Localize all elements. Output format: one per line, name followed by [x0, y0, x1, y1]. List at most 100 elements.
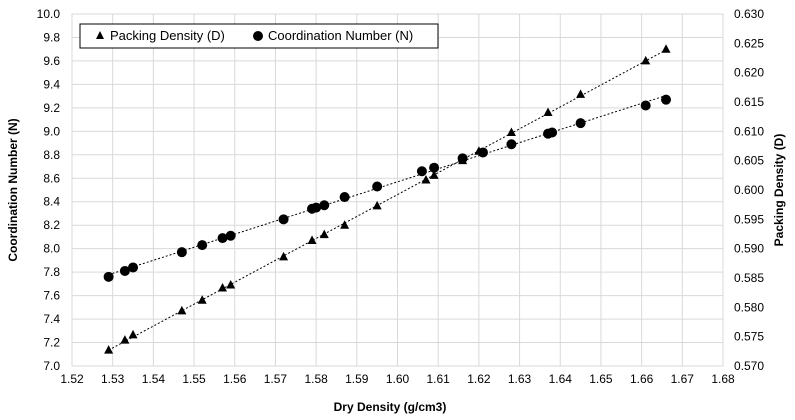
right-y-tick-label: 0.620	[734, 66, 764, 80]
left-y-tick-label: 7.6	[43, 289, 60, 303]
left-y-tick-label: 8.4	[43, 195, 60, 209]
x-tick-label: 1.64	[549, 372, 573, 386]
right-y-tick-label: 0.625	[734, 36, 764, 50]
x-tick-label: 1.61	[427, 372, 451, 386]
x-tick-label: 1.56	[223, 372, 247, 386]
legend-label-packing-density: Packing Density (D)	[110, 28, 225, 43]
x-tick-label: 1.59	[345, 372, 369, 386]
packing-density-point	[104, 345, 114, 354]
packing-density-point	[226, 280, 236, 289]
right-y-axis-tick-labels: 0.570 0.575 0.580 0.585 0.590 0.595 0.600 0.605…	[734, 7, 764, 373]
packing-density-point	[421, 175, 431, 184]
plot-area-frame	[71, 13, 724, 367]
right-y-axis-title: Packing Density (D)	[772, 134, 786, 247]
coordination-number-point	[477, 147, 488, 158]
right-y-tick-label: 0.570	[734, 359, 764, 373]
coordination-number-point	[217, 233, 228, 244]
right-y-tick-label: 0.580	[734, 300, 764, 314]
coordination-number-point	[278, 214, 289, 225]
left-y-tick-label: 8.2	[43, 218, 60, 232]
packing-density-point	[576, 89, 586, 98]
coordination-number-point	[119, 265, 130, 276]
left-y-tick-label: 9.0	[43, 124, 60, 138]
packing-density-point	[429, 170, 439, 179]
left-y-tick-label: 9.4	[43, 77, 60, 91]
left-y-tick-label: 8.6	[43, 171, 60, 185]
coordination-number-point	[547, 127, 558, 138]
packing-density-point	[506, 127, 516, 137]
right-y-tick-label: 0.575	[734, 330, 764, 344]
coordination-number-point	[176, 247, 187, 258]
coordination-number-point	[661, 94, 672, 105]
right-y-tick-label: 0.585	[734, 271, 764, 285]
legend: Packing Density (D) Coordination Number …	[79, 23, 439, 49]
packing-density-point	[307, 235, 317, 244]
left-y-tick-label: 7.2	[43, 336, 60, 350]
packing-density-point	[641, 55, 651, 65]
gridlines	[71, 13, 724, 367]
left-y-tick-label: 9.8	[43, 30, 60, 44]
coordination-number-point	[506, 139, 517, 150]
packing-density-point	[197, 295, 207, 304]
coordination-number-point	[311, 202, 322, 213]
x-tick-label: 1.67	[671, 372, 695, 386]
x-tick-label: 1.63	[508, 372, 532, 386]
coordination-number-point	[575, 118, 586, 129]
coordination-number-point	[103, 271, 114, 282]
coordination-number-point	[372, 181, 383, 192]
left-y-axis-title: Coordination Number (N)	[6, 118, 20, 261]
coordination-number-point	[197, 240, 208, 251]
x-tick-label: 1.58	[304, 372, 328, 386]
right-y-tick-label: 0.595	[734, 212, 764, 226]
coordination-number-point	[128, 262, 139, 273]
left-y-tick-label: 8.0	[43, 242, 60, 256]
coordination-number-point	[339, 192, 350, 203]
x-tick-label: 1.68	[711, 372, 735, 386]
coordination-number-point	[429, 162, 440, 173]
right-y-tick-label: 0.630	[734, 7, 764, 21]
left-y-tick-label: 7.0	[43, 359, 60, 373]
packing-density-point	[218, 282, 228, 292]
packing-density-point	[177, 305, 187, 315]
packing-density-point	[120, 335, 130, 344]
packing-density-point	[128, 329, 138, 339]
right-y-tick-label: 0.590	[734, 242, 764, 256]
coordination-number-point	[640, 100, 651, 111]
x-axis-tick-labels: 1.52 1.53 1.54 1.55 1.56 1.57 1.58 1.59 1.60 1.61…	[60, 372, 735, 386]
coordination-number-point	[319, 200, 330, 211]
data-markers	[103, 44, 672, 354]
packing-density-point	[661, 44, 671, 53]
left-y-tick-label: 7.4	[43, 312, 60, 326]
left-y-tick-label: 7.8	[43, 265, 60, 279]
coordination-number-point	[416, 166, 427, 177]
left-y-tick-label: 10.0	[37, 7, 61, 21]
packing-density-point	[319, 229, 329, 239]
packing-density-point	[279, 251, 289, 261]
x-tick-label: 1.66	[630, 372, 654, 386]
left-y-axis-tick-labels: 7.0 7.2 7.4 7.6 7.8 8.0 8.2 8.4 8.6 8.8 9.0 9.2 9.4 9…	[37, 7, 61, 373]
right-y-tick-label: 0.600	[734, 183, 764, 197]
coordination-number-point	[225, 230, 236, 241]
legend-label-coordination-number: Coordination Number (N)	[268, 28, 413, 43]
x-tick-label: 1.60	[386, 372, 410, 386]
x-axis-title: Dry Density (g/cm3)	[334, 400, 447, 414]
packing-density-point	[543, 107, 553, 117]
right-y-tick-label: 0.605	[734, 154, 764, 168]
x-tick-label: 1.52	[60, 372, 84, 386]
legend-circle-marker	[253, 31, 263, 41]
x-tick-label: 1.62	[467, 372, 491, 386]
legend-triangle-marker	[96, 31, 104, 39]
packing-density-point	[372, 200, 382, 210]
x-tick-label: 1.65	[589, 372, 613, 386]
right-y-tick-label: 0.610	[734, 124, 764, 138]
x-tick-label: 1.53	[101, 372, 125, 386]
x-tick-label: 1.54	[142, 372, 166, 386]
x-tick-label: 1.57	[264, 372, 288, 386]
left-y-tick-label: 9.6	[43, 54, 60, 68]
left-y-tick-label: 9.2	[43, 101, 60, 115]
left-y-tick-label: 8.8	[43, 148, 60, 162]
right-y-tick-label: 0.615	[734, 95, 764, 109]
x-tick-label: 1.55	[182, 372, 206, 386]
packing-density-point	[340, 220, 350, 229]
